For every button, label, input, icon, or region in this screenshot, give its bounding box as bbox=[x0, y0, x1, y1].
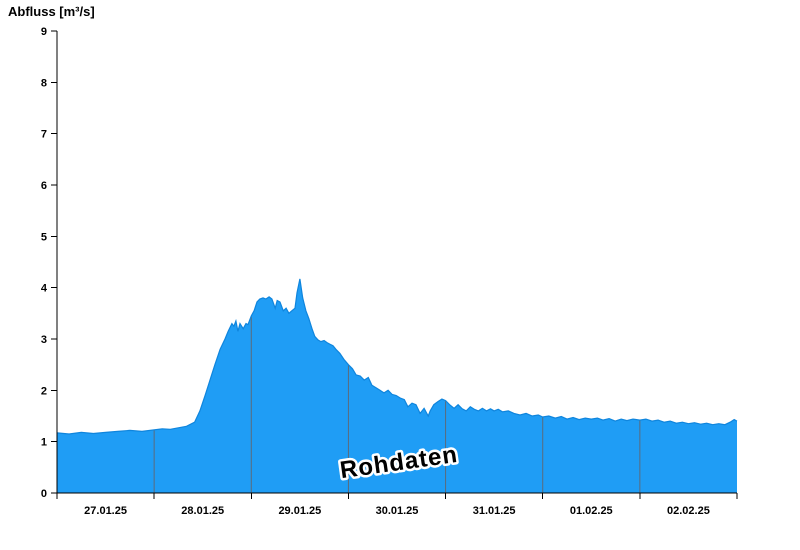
y-tick-label: 1 bbox=[41, 437, 47, 449]
y-tick-label: 0 bbox=[41, 488, 47, 500]
y-tick-label: 9 bbox=[41, 26, 47, 38]
area-fill bbox=[57, 278, 737, 493]
y-tick-label: 3 bbox=[41, 334, 47, 346]
x-date-label: 31.01.25 bbox=[473, 505, 516, 517]
y-tick-label: 2 bbox=[41, 385, 47, 397]
x-date-label: 29.01.25 bbox=[278, 505, 321, 517]
y-tick-label: 6 bbox=[41, 180, 47, 192]
x-date-label: 01.02.25 bbox=[570, 505, 613, 517]
y-tick-label: 5 bbox=[41, 231, 47, 243]
y-tick-label: 8 bbox=[41, 77, 47, 89]
x-date-label: 30.01.25 bbox=[376, 505, 419, 517]
x-date-label: 02.02.25 bbox=[667, 505, 710, 517]
chart-title: Abfluss [m³/s] bbox=[8, 4, 95, 19]
area-outline bbox=[56, 278, 738, 435]
x-date-label: 27.01.25 bbox=[84, 505, 127, 517]
x-date-label: 28.01.25 bbox=[181, 505, 224, 517]
y-tick-label: 7 bbox=[41, 129, 47, 141]
y-tick-label: 4 bbox=[41, 283, 48, 295]
